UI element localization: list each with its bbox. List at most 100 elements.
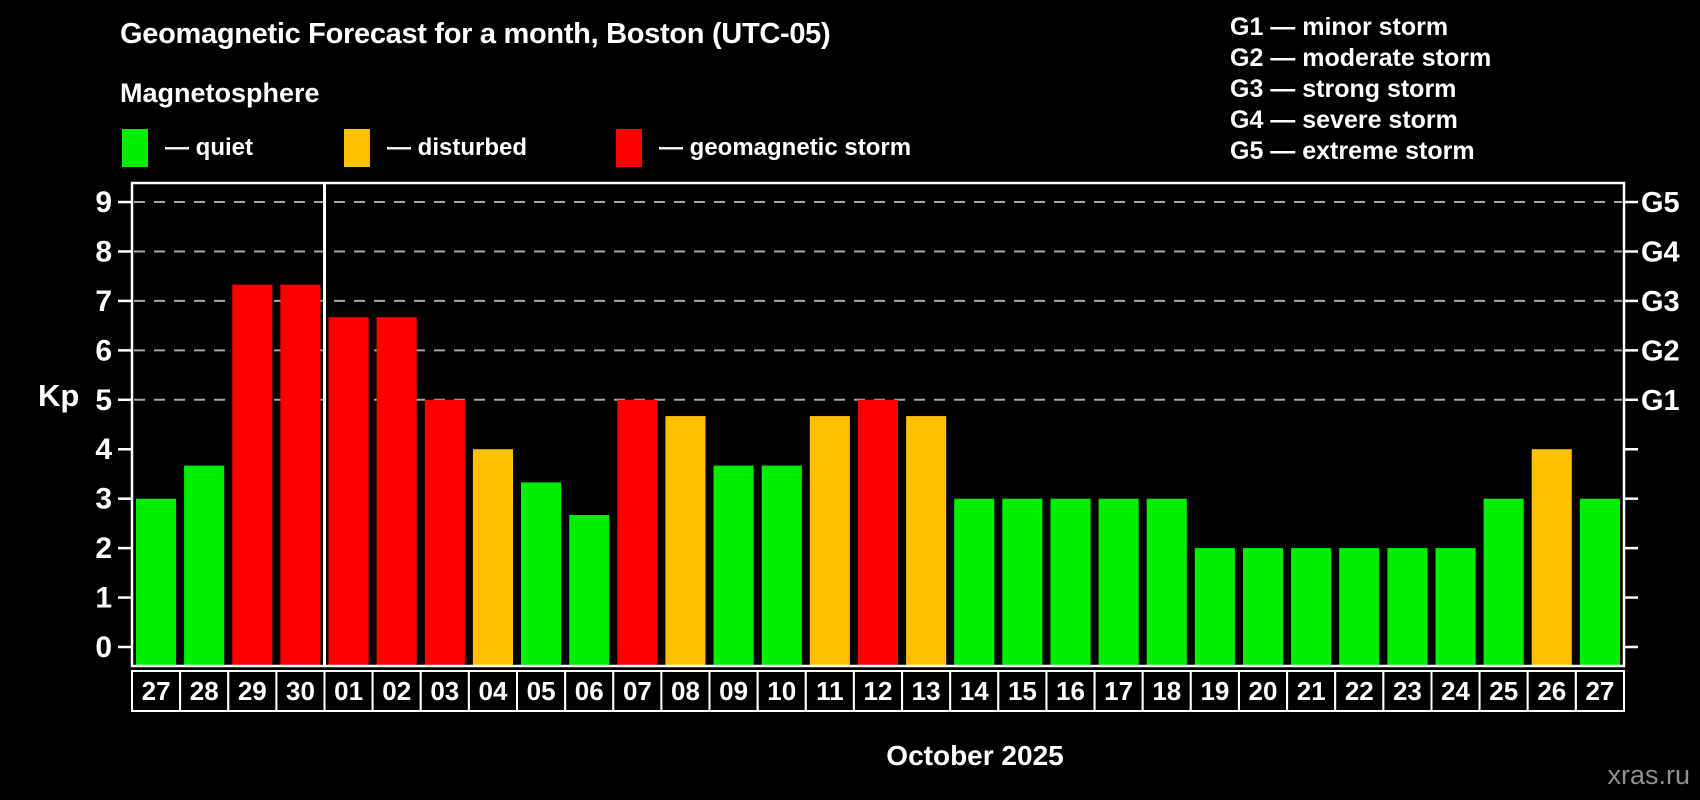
storm-scale-g5: G5 — extreme storm (1230, 137, 1475, 165)
day-label: 07 (623, 676, 652, 706)
quiet-color-swatch (122, 129, 148, 167)
kp-bar-day-13 (906, 416, 947, 666)
kp-bar-day-25 (1483, 498, 1524, 666)
kp-bar-day-01 (328, 317, 369, 666)
day-cell (323, 670, 374, 712)
day-label: 25 (1489, 676, 1518, 706)
kp-bar-day-16 (1050, 498, 1091, 666)
day-cell (804, 670, 855, 712)
day-cell (1093, 670, 1144, 712)
day-label: 11 (816, 676, 844, 706)
kp-bar-day-09 (713, 465, 754, 666)
kp-bar-day-22 (1339, 548, 1380, 666)
day-label: 28 (190, 676, 219, 706)
y-tick-label: 4 (95, 433, 112, 466)
day-cell (1286, 670, 1337, 712)
kp-bar-day-20 (1243, 548, 1284, 666)
kp-bar-day-10 (761, 465, 802, 666)
day-cell (131, 670, 182, 712)
kp-bar-day-27 (136, 498, 177, 666)
kp-bar-day-21 (1291, 548, 1332, 666)
storm-scale-g4: G4 — severe storm (1230, 106, 1458, 134)
y-tick-label: 1 (95, 582, 112, 615)
storm-scale-g2: G2 — moderate storm (1230, 44, 1492, 72)
disturbed-color-swatch (344, 129, 370, 167)
day-label: 24 (1441, 676, 1470, 706)
g-scale-axis-label: G3 (1641, 286, 1680, 318)
storm-scale-g3: G3 — strong storm (1230, 75, 1457, 103)
day-cell (1478, 670, 1529, 712)
legend-item-storm: — geomagnetic storm (616, 129, 911, 167)
day-cell (564, 670, 615, 712)
day-cell (949, 670, 1000, 712)
kp-bar-day-03 (424, 399, 465, 666)
y-tick-label: 6 (95, 334, 112, 367)
day-cell (852, 670, 904, 712)
kp-bar-day-07 (617, 399, 658, 666)
day-label: 23 (1393, 676, 1422, 706)
day-label: 04 (479, 676, 508, 706)
g-scale-axis-label: G4 (1641, 236, 1680, 268)
watermark: xras.ru (1607, 760, 1690, 790)
day-label: 06 (575, 676, 604, 706)
day-label: 01 (334, 676, 363, 706)
kp-bar-day-28 (184, 465, 225, 666)
y-axis-label: Kp (38, 378, 80, 413)
day-cell (371, 670, 422, 712)
y-tick-label: 0 (95, 631, 112, 664)
month-label: October 2025 (886, 740, 1064, 771)
kp-bar-day-11 (809, 416, 850, 666)
storm-scale-g1: G1 — minor storm (1230, 13, 1449, 41)
kp-bar-day-08 (665, 416, 706, 666)
kp-bar-day-05 (521, 482, 562, 666)
legend-label-storm: — geomagnetic storm (659, 134, 912, 161)
day-cell (1045, 670, 1096, 712)
day-cell (179, 670, 230, 712)
day-label: 05 (527, 676, 556, 706)
day-cell (1141, 670, 1192, 712)
kp-bar-day-23 (1387, 548, 1428, 666)
day-label: 29 (238, 676, 267, 706)
kp-bar-day-17 (1098, 498, 1139, 666)
kp-bar-day-30 (280, 284, 321, 666)
g-scale-axis-label: G1 (1641, 385, 1680, 417)
y-tick-label: 2 (95, 532, 112, 565)
day-cell (227, 670, 278, 712)
y-tick-label: 5 (95, 384, 112, 417)
kp-bar-day-15 (1002, 498, 1043, 666)
kp-bar-day-19 (1194, 548, 1235, 666)
g-scale-axis-label: G5 (1641, 187, 1680, 219)
legend-item-disturbed: — disturbed (344, 129, 527, 167)
day-label: 08 (671, 676, 700, 706)
day-cell (756, 670, 807, 712)
day-label: 16 (1056, 676, 1085, 706)
day-label: 02 (382, 676, 411, 706)
g-scale-axis-label: G2 (1641, 335, 1680, 367)
y-tick-label: 3 (95, 483, 112, 516)
day-label: 09 (719, 676, 748, 706)
day-label: 20 (1249, 676, 1278, 706)
legend-label-quiet: — quiet (165, 134, 253, 161)
plot-frame (130, 181, 1626, 668)
day-cell (1238, 670, 1289, 712)
day-label: 30 (286, 676, 315, 706)
y-tick-label: 9 (95, 186, 112, 219)
kp-bar-day-18 (1146, 498, 1187, 666)
day-label: 10 (767, 676, 796, 706)
day-label: 21 (1297, 676, 1326, 706)
kp-bar-day-24 (1435, 548, 1476, 666)
legend-label-disturbed: — disturbed (387, 134, 528, 161)
kp-bar-day-14 (954, 498, 995, 666)
storm-scale-legend: G1 — minor storm G2 — moderate storm G3 … (1230, 12, 1491, 167)
day-label: 13 (912, 676, 941, 706)
y-tick-label: 7 (95, 285, 112, 318)
day-cell (467, 670, 518, 712)
kp-bar-day-02 (376, 317, 417, 666)
page-title: Geomagnetic Forecast for a month, Boston… (120, 18, 831, 50)
magnetosphere-label: Magnetosphere (120, 78, 320, 108)
day-label: 22 (1345, 676, 1374, 706)
day-label: 27 (142, 676, 171, 706)
storm-color-swatch (616, 129, 642, 167)
